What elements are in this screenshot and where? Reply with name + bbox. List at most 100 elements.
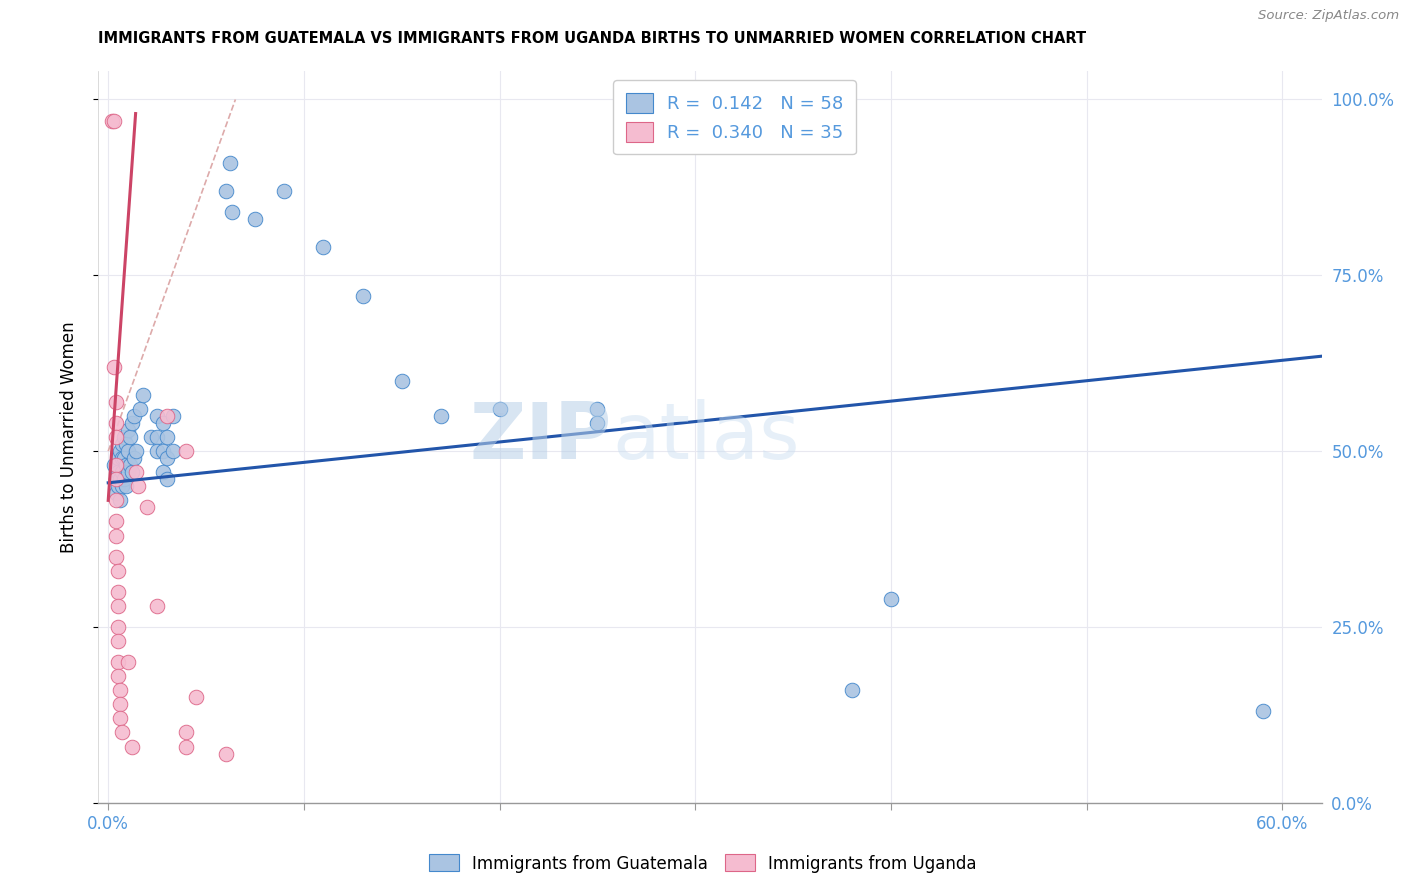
Point <box>118 430 141 444</box>
Point <box>108 444 131 458</box>
Point <box>107 465 129 479</box>
Point <box>1251 705 1274 719</box>
Point <box>105 416 128 430</box>
Point <box>103 359 125 374</box>
Point <box>312 240 335 254</box>
Text: Source: ZipAtlas.com: Source: ZipAtlas.com <box>1258 9 1399 22</box>
Point <box>111 465 134 479</box>
Point <box>430 409 453 423</box>
Point <box>114 437 136 451</box>
Point <box>586 401 609 416</box>
Point <box>105 528 128 542</box>
Point <box>111 479 134 493</box>
Point <box>162 409 184 423</box>
Point <box>108 698 131 712</box>
Point <box>117 655 139 669</box>
Point <box>352 289 374 303</box>
Point <box>107 451 129 466</box>
Point <box>146 599 169 613</box>
Point <box>111 725 134 739</box>
Point <box>218 156 240 170</box>
Point <box>152 444 174 458</box>
Point <box>176 725 198 739</box>
Point <box>146 444 169 458</box>
Point <box>141 430 163 444</box>
Point <box>108 711 131 725</box>
Point <box>186 690 208 705</box>
Point <box>273 184 295 198</box>
Point <box>122 409 145 423</box>
Point <box>112 472 135 486</box>
Text: IMMIGRANTS FROM GUATEMALA VS IMMIGRANTS FROM UGANDA BIRTHS TO UNMARRIED WOMEN CO: IMMIGRANTS FROM GUATEMALA VS IMMIGRANTS … <box>98 31 1087 46</box>
Point <box>152 465 174 479</box>
Point <box>136 500 159 515</box>
Point <box>107 564 129 578</box>
Point <box>105 458 128 473</box>
Point <box>127 479 149 493</box>
Point <box>880 591 903 606</box>
Point <box>243 212 266 227</box>
Point <box>105 430 128 444</box>
Point <box>107 620 129 634</box>
Point <box>156 409 179 423</box>
Point <box>112 451 135 466</box>
Point <box>124 444 146 458</box>
Point <box>391 374 413 388</box>
Point <box>118 458 141 473</box>
Point <box>221 205 243 219</box>
Text: ZIP: ZIP <box>470 399 612 475</box>
Point <box>101 113 124 128</box>
Point <box>105 472 128 486</box>
Point <box>112 430 135 444</box>
Point <box>121 416 143 430</box>
Point <box>117 465 139 479</box>
Point <box>156 451 179 466</box>
Point <box>105 395 128 409</box>
Y-axis label: Births to Unmarried Women: Births to Unmarried Women <box>59 321 77 553</box>
Point <box>146 409 169 423</box>
Point <box>105 515 128 529</box>
Point <box>114 458 136 473</box>
Point <box>128 401 150 416</box>
Point <box>105 472 128 486</box>
Point <box>108 683 131 698</box>
Point <box>105 549 128 564</box>
Point <box>162 444 184 458</box>
Point <box>107 655 129 669</box>
Point <box>152 416 174 430</box>
Point <box>132 388 155 402</box>
Point <box>108 493 131 508</box>
Point <box>107 634 129 648</box>
Point <box>214 184 236 198</box>
Point <box>105 486 128 500</box>
Point <box>156 430 179 444</box>
Point <box>103 458 125 473</box>
Point <box>121 739 143 754</box>
Point <box>122 451 145 466</box>
Text: atlas: atlas <box>612 399 800 475</box>
Point <box>111 451 134 466</box>
Point <box>488 401 510 416</box>
Point <box>107 584 129 599</box>
Point <box>156 472 179 486</box>
Point <box>176 739 198 754</box>
Point <box>214 747 236 761</box>
Point <box>107 479 129 493</box>
Point <box>108 472 131 486</box>
Point <box>586 416 609 430</box>
Legend: R =  0.142   N = 58, R =  0.340   N = 35: R = 0.142 N = 58, R = 0.340 N = 35 <box>613 80 856 154</box>
Point <box>114 479 136 493</box>
Point <box>176 444 198 458</box>
Point <box>121 465 143 479</box>
Legend: Immigrants from Guatemala, Immigrants from Uganda: Immigrants from Guatemala, Immigrants fr… <box>422 847 984 880</box>
Point <box>103 113 125 128</box>
Point <box>117 444 139 458</box>
Point <box>107 669 129 683</box>
Point <box>117 423 139 437</box>
Point <box>111 437 134 451</box>
Point <box>841 683 863 698</box>
Point <box>146 430 169 444</box>
Point <box>124 465 146 479</box>
Point <box>105 493 128 508</box>
Point <box>107 599 129 613</box>
